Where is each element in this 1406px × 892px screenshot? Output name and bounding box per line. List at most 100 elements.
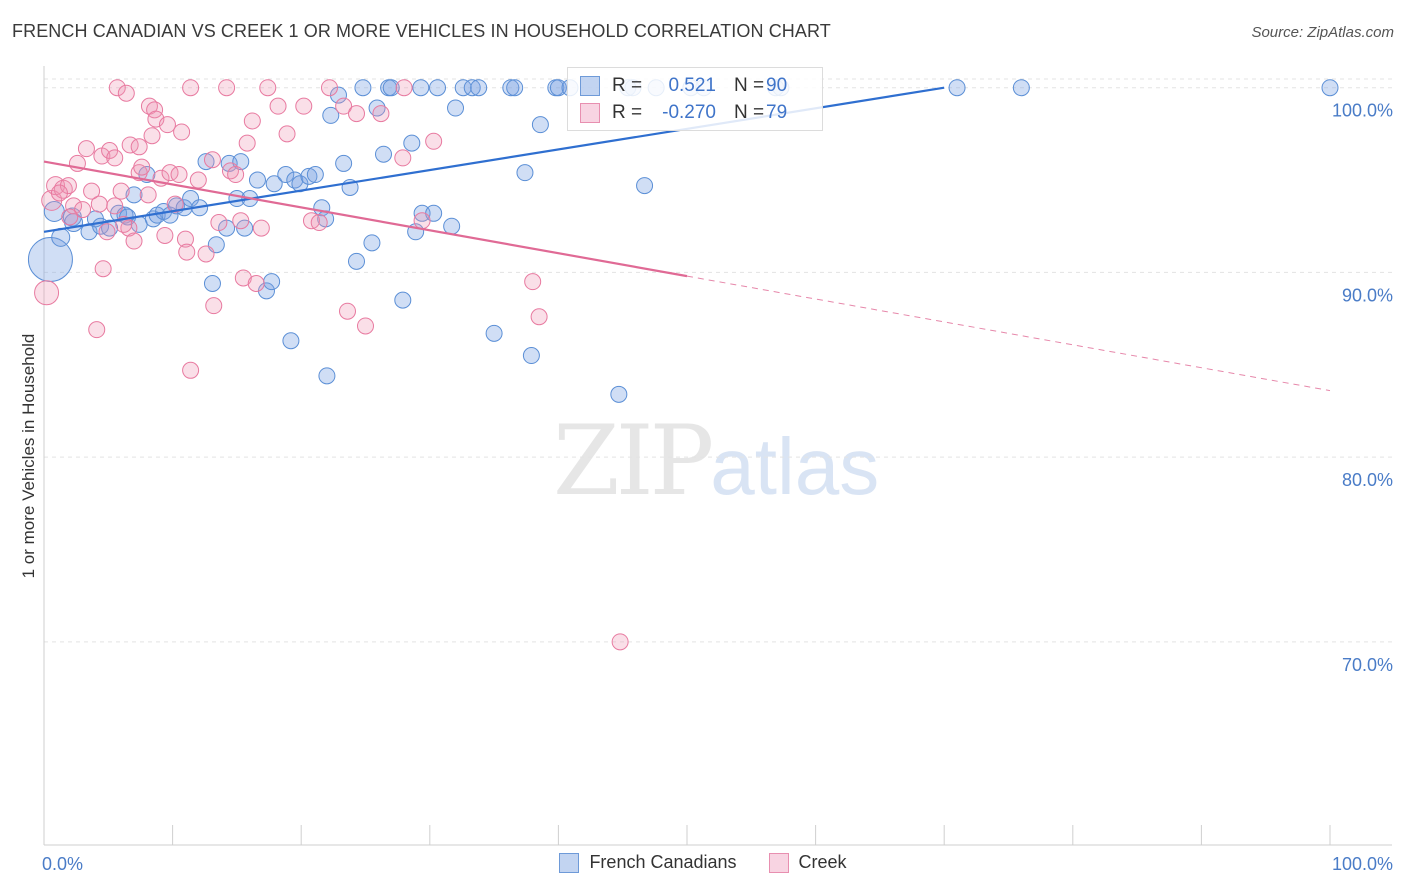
data-point-creek — [310, 214, 328, 232]
data-point-french-canadians — [382, 79, 400, 97]
data-point-french-canadians — [125, 186, 143, 204]
data-point-french-canadians — [948, 79, 966, 97]
data-point-creek — [278, 125, 296, 143]
data-point-creek — [425, 132, 443, 150]
data-point-french-canadians — [403, 134, 421, 152]
data-point-french-canadians — [447, 99, 465, 117]
data-point-french-canadians — [413, 204, 431, 222]
data-point-creek — [61, 208, 79, 226]
data-point-creek — [65, 197, 83, 215]
data-point-french-canadians — [470, 79, 488, 97]
data-point-creek — [524, 273, 542, 291]
data-point-creek — [243, 112, 261, 130]
data-point-french-canadians — [318, 367, 336, 385]
data-point-creek — [395, 79, 413, 97]
watermark-zip: ZIP — [553, 405, 714, 517]
data-point-creek — [83, 182, 101, 200]
data-point-french-canadians — [182, 190, 200, 208]
data-point-french-canadians — [485, 324, 503, 342]
data-point-creek — [108, 79, 126, 97]
data-point-creek — [94, 260, 112, 278]
data-point-creek — [295, 97, 313, 115]
data-point-creek — [203, 151, 221, 169]
data-point-creek — [130, 138, 148, 156]
data-point-creek — [320, 79, 338, 97]
legend-item-french-canadians[interactable]: French Canadians — [559, 852, 737, 873]
data-point-french-canadians — [549, 79, 567, 97]
data-point-creek — [166, 195, 184, 213]
legend-label-creek: Creek — [798, 852, 847, 872]
axes — [43, 66, 1392, 846]
x-tick-label: 0.0% — [42, 854, 83, 874]
data-point-french-canadians — [636, 177, 654, 195]
legend-swatch-pink — [580, 103, 600, 123]
data-point-creek — [77, 140, 95, 158]
data-point-french-canadians — [322, 106, 340, 124]
data-point-creek — [372, 105, 390, 123]
data-point-creek — [238, 134, 256, 152]
data-point-french-canadians — [1012, 79, 1030, 97]
data-point-creek — [117, 84, 135, 102]
data-point-french-canadians — [263, 273, 281, 291]
legend-r-label: R = — [612, 102, 643, 123]
data-point-french-canadians — [265, 175, 283, 193]
data-point-creek — [335, 97, 353, 115]
data-point-creek — [413, 212, 431, 230]
series-creek — [34, 79, 629, 651]
y-tick-label: 70.0% — [1342, 655, 1393, 675]
data-point-french-canadians — [522, 347, 540, 365]
data-point-french-canadians — [197, 153, 215, 171]
data-point-french-canadians — [463, 79, 481, 97]
legend-n-label: N = — [734, 102, 765, 123]
y-tick-label: 80.0% — [1342, 470, 1393, 490]
data-point-creek — [106, 149, 124, 167]
data-point-creek — [74, 201, 92, 219]
data-point-creek — [34, 280, 60, 306]
data-point-creek — [98, 223, 116, 241]
data-point-creek — [259, 79, 277, 97]
data-point-creek — [197, 245, 215, 263]
watermark-atlas: atlas — [710, 422, 880, 511]
data-point-creek — [218, 79, 236, 97]
data-point-french-canadians — [610, 385, 628, 403]
series-french-canadians — [27, 79, 1339, 403]
data-point-french-canadians — [300, 167, 318, 185]
data-point-french-canadians — [329, 86, 347, 104]
data-point-creek — [139, 186, 157, 204]
data-point-creek — [227, 166, 245, 184]
legend-row-creek: R = -0.270 N = 79 — [580, 101, 787, 125]
data-point-creek — [394, 149, 412, 167]
y-tick-label: 90.0% — [1342, 285, 1393, 305]
chart-source: Source: ZipAtlas.com — [1251, 24, 1394, 41]
data-point-french-canadians — [363, 234, 381, 252]
data-point-french-canadians — [506, 79, 524, 97]
data-point-creek — [611, 633, 629, 651]
legend-r-label: R = — [612, 75, 643, 96]
data-point-french-canadians — [347, 252, 365, 270]
data-point-creek — [269, 97, 287, 115]
data-point-french-canadians — [282, 332, 300, 350]
data-point-creek — [106, 197, 124, 215]
data-point-creek — [173, 123, 191, 141]
correlation-legend: R = 0.521 N = 90 R = -0.270 N = 79 — [567, 67, 823, 131]
data-point-creek — [338, 302, 356, 320]
data-point-french-canadians — [306, 166, 324, 184]
data-point-creek — [205, 297, 223, 315]
data-point-creek — [88, 321, 106, 339]
y-axis-title: 1 or more Vehicles in Household — [19, 334, 38, 579]
legend-n-value: 90 — [766, 75, 788, 96]
data-point-creek — [232, 212, 250, 230]
data-point-creek — [158, 116, 176, 134]
legend-n-label: N = — [734, 75, 765, 96]
legend-n-value: 79 — [766, 102, 788, 123]
data-point-creek — [347, 105, 365, 123]
legend-label-french-canadians: French Canadians — [589, 852, 737, 872]
data-point-creek — [247, 274, 265, 292]
data-point-creek — [133, 158, 151, 176]
data-point-creek — [189, 171, 207, 189]
y-tick-label: 100.0% — [1332, 101, 1393, 121]
data-point-creek — [176, 230, 194, 248]
data-point-creek — [170, 166, 188, 184]
legend-item-creek[interactable]: Creek — [768, 852, 847, 873]
chart-title: FRENCH CANADIAN VS CREEK 1 OR MORE VEHIC… — [12, 21, 831, 41]
